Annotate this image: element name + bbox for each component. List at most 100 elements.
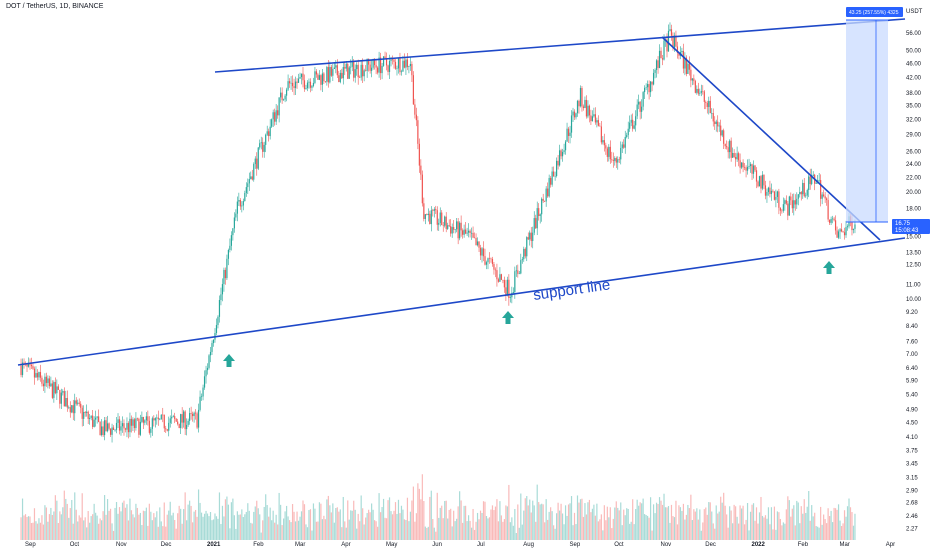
candle-body xyxy=(408,66,410,67)
volume-bar xyxy=(482,501,485,540)
volume-bar xyxy=(290,522,292,540)
resistance-line[interactable] xyxy=(214,18,906,73)
candle-body xyxy=(594,114,596,123)
volume-bar xyxy=(788,500,790,540)
time-axis[interactable]: Sep Oct Nov Dec 2021 Feb Mar Apr May Jun Jul Aug Sep… xyxy=(25,542,895,548)
volume-bar xyxy=(209,512,212,540)
volume-bar xyxy=(438,517,440,540)
candle-body xyxy=(181,414,183,423)
candle-body xyxy=(284,95,286,100)
price-axis[interactable]: 56.00 50.00 46.00 42.00 38.00 35.00 32.00 29.00… xyxy=(906,9,923,532)
volume-bar xyxy=(462,522,464,540)
volume-bar xyxy=(854,513,856,540)
volume-bar xyxy=(189,500,191,540)
candle-body xyxy=(699,92,701,94)
support-line[interactable] xyxy=(17,237,906,366)
volume-bar xyxy=(648,517,650,540)
candle-body xyxy=(280,92,282,98)
volume-bar xyxy=(203,513,206,540)
candle-body xyxy=(202,387,204,397)
candle-body xyxy=(381,65,383,74)
candle-body xyxy=(302,73,304,81)
volume-bar xyxy=(74,492,76,540)
volume-bar xyxy=(518,527,520,540)
candle-body xyxy=(457,221,459,239)
candle-body xyxy=(467,230,470,233)
volume-bar xyxy=(596,503,598,540)
volume-bar xyxy=(629,523,631,540)
trendlines[interactable] xyxy=(17,18,906,366)
time-tick: Mar xyxy=(840,542,850,548)
candle-body xyxy=(667,30,670,52)
volume-bar xyxy=(56,500,58,540)
candle-body xyxy=(775,196,777,200)
candle-body xyxy=(239,200,241,207)
volume-bar xyxy=(341,527,343,540)
volume-bar xyxy=(466,521,468,540)
candle-body xyxy=(123,423,125,429)
volume-bar xyxy=(118,507,121,540)
candle-body xyxy=(740,162,743,168)
candle-body xyxy=(66,397,68,408)
candle-body xyxy=(575,113,577,118)
candle-body xyxy=(715,121,717,125)
candle-body xyxy=(53,382,55,398)
volume-bar xyxy=(553,525,555,540)
volume-bar xyxy=(567,504,570,540)
volume-bar xyxy=(36,523,39,540)
volume-bar xyxy=(796,500,798,540)
volume-bar xyxy=(265,494,267,540)
candle-body xyxy=(663,40,665,60)
candle-body xyxy=(415,114,417,121)
candle-body xyxy=(538,208,540,217)
volume-bar xyxy=(312,503,315,540)
candle-body xyxy=(761,174,764,189)
volume-bar xyxy=(80,517,82,540)
candle-body xyxy=(199,396,201,410)
candle-body xyxy=(90,415,92,418)
volume-bar xyxy=(496,499,498,540)
candle-body xyxy=(406,59,409,67)
volume-bar xyxy=(291,504,294,540)
volume-bar xyxy=(336,507,338,540)
candle-body xyxy=(752,165,755,174)
volume-bar xyxy=(679,507,682,540)
descending-trendline[interactable] xyxy=(661,36,881,241)
candle-body xyxy=(369,64,371,71)
volume-bar xyxy=(837,504,840,540)
volume-bar xyxy=(365,517,367,540)
time-tick: Aug xyxy=(523,542,534,548)
volume-bar xyxy=(547,519,549,540)
candle-body xyxy=(189,413,191,421)
volume-bar xyxy=(409,511,412,540)
volume-bar xyxy=(564,505,567,540)
volume-bar xyxy=(415,513,417,540)
candle-body xyxy=(269,126,271,137)
candle-body xyxy=(200,396,203,398)
volume-bar xyxy=(754,520,756,540)
volume-bar xyxy=(217,518,219,540)
volume-bar xyxy=(682,503,685,540)
candle-body xyxy=(735,156,737,160)
candle-body xyxy=(482,248,485,257)
volume-bar xyxy=(763,517,765,540)
volume-bar xyxy=(490,509,492,540)
measure-tool[interactable]: 43.25 (257.55%) 4325 xyxy=(846,7,903,223)
price-tick: 26.00 xyxy=(906,149,922,155)
candle-body xyxy=(749,164,752,167)
volume-bar xyxy=(126,504,128,540)
volume-bar xyxy=(502,521,504,540)
volume-bar xyxy=(405,520,407,540)
candle-body xyxy=(329,66,331,83)
candle-body xyxy=(439,212,441,223)
volume-bar xyxy=(554,528,556,540)
candle-body xyxy=(312,82,315,86)
volume-bar xyxy=(660,500,662,540)
candle-body xyxy=(75,400,77,404)
candle-body xyxy=(709,100,711,114)
candle-body xyxy=(38,372,40,378)
volume-bar xyxy=(590,512,592,540)
volume-bar xyxy=(797,502,799,540)
candle-body xyxy=(535,218,537,229)
